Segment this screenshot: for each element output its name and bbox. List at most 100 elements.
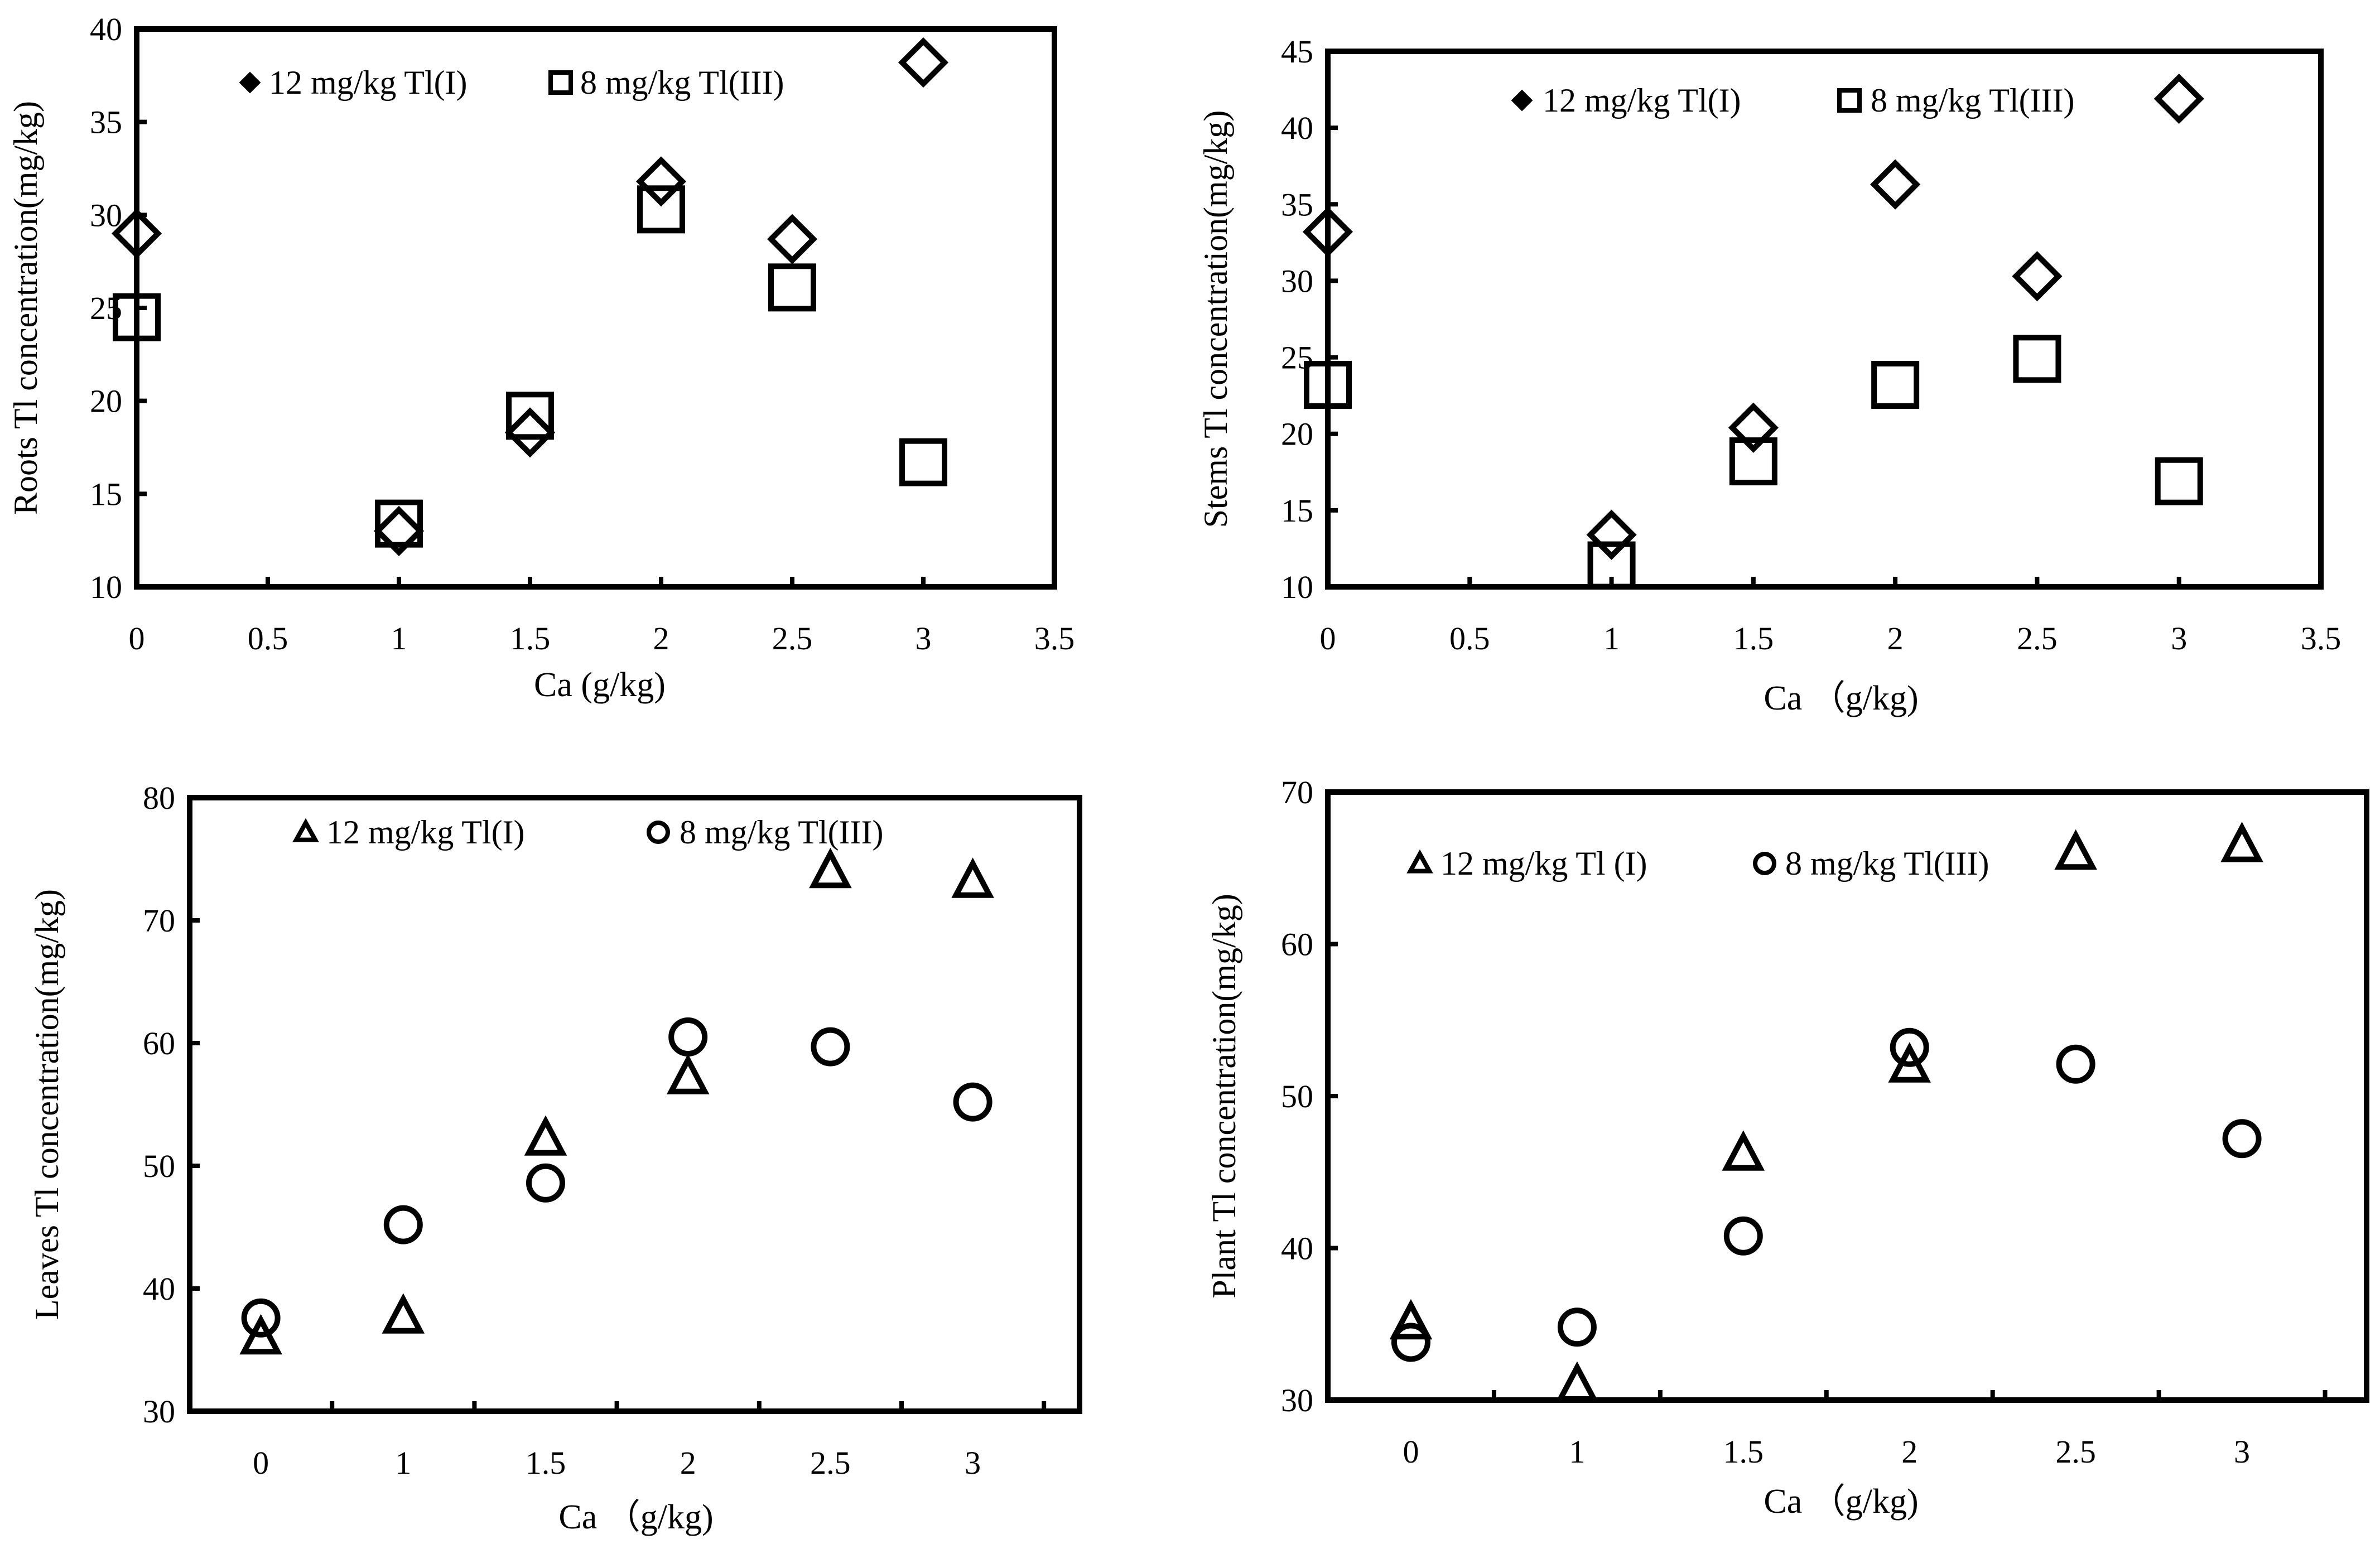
x-tick-label: 0 bbox=[129, 620, 145, 657]
data-point bbox=[1304, 360, 1352, 409]
data-point bbox=[504, 407, 556, 458]
series-1 bbox=[111, 37, 949, 557]
data-point bbox=[241, 1298, 281, 1338]
x-tick-label: 2 bbox=[1901, 1434, 1918, 1470]
data-point bbox=[811, 1027, 850, 1067]
legend-label: 12 mg/kg Tl(I) bbox=[1543, 82, 1741, 119]
y-tick-label: 20 bbox=[90, 383, 122, 419]
x-tick-label: 0.5 bbox=[1449, 620, 1490, 657]
y-tick-label: 30 bbox=[1281, 1382, 1313, 1418]
x-tick-label: 0 bbox=[253, 1445, 269, 1481]
x-tick-label: 2.5 bbox=[2055, 1434, 2096, 1470]
x-tick-label: 1.5 bbox=[1733, 620, 1774, 657]
data-point bbox=[637, 185, 685, 234]
data-point bbox=[1729, 437, 1777, 486]
y-tick-label: 15 bbox=[1281, 493, 1313, 529]
x-tick-label: 1 bbox=[1569, 1434, 1585, 1470]
series-2 bbox=[113, 185, 947, 548]
y-tick-label: 50 bbox=[143, 1148, 175, 1184]
y-tick-label: 30 bbox=[143, 1393, 175, 1430]
legend-marker bbox=[647, 821, 670, 844]
data-point bbox=[2153, 73, 2204, 124]
data-point bbox=[1587, 541, 1636, 590]
x-tick-label: 1.5 bbox=[510, 620, 551, 657]
data-point bbox=[809, 847, 852, 889]
y-tick-label: 70 bbox=[1281, 774, 1313, 810]
y-tick-label: 70 bbox=[143, 903, 175, 939]
x-tick-label: 2 bbox=[1887, 620, 1904, 657]
y-tick-label: 40 bbox=[143, 1271, 175, 1307]
legend-marker bbox=[1837, 88, 1862, 113]
data-point bbox=[373, 505, 425, 557]
y-axis-title: Roots Tl concentration(mg/kg) bbox=[7, 101, 44, 515]
y-tick-label: 60 bbox=[143, 1025, 175, 1062]
series-1 bbox=[1302, 73, 2204, 560]
x-tick-label: 3 bbox=[2234, 1434, 2250, 1470]
x-tick-label: 2 bbox=[680, 1445, 696, 1481]
legend-label: 12 mg/kg Tl(I) bbox=[326, 814, 525, 851]
legend-marker bbox=[239, 71, 261, 94]
data-point bbox=[1555, 1361, 1599, 1402]
x-tick-label: 3 bbox=[916, 620, 932, 657]
y-tick-label: 30 bbox=[90, 197, 122, 233]
y-tick-label: 35 bbox=[90, 104, 122, 141]
series-1 bbox=[239, 847, 994, 1355]
y-tick-label: 40 bbox=[1281, 1231, 1313, 1267]
x-tick-label: 1 bbox=[1603, 620, 1620, 657]
data-point bbox=[635, 156, 687, 207]
data-point bbox=[666, 1054, 710, 1094]
data-point bbox=[898, 37, 949, 88]
data-point bbox=[951, 857, 994, 898]
x-tick-label: 3 bbox=[965, 1445, 981, 1481]
y-tick-label: 20 bbox=[1281, 416, 1313, 452]
x-tick-label: 2.5 bbox=[2017, 620, 2058, 657]
x-tick-label: 2.5 bbox=[772, 620, 813, 657]
data-point bbox=[1302, 206, 1353, 257]
data-point bbox=[526, 1163, 565, 1203]
y-tick-label: 50 bbox=[1281, 1078, 1313, 1114]
legend-label: 8 mg/kg Tl(III) bbox=[680, 814, 883, 851]
data-point bbox=[1722, 1130, 1765, 1171]
x-tick-label: 0.5 bbox=[248, 620, 288, 657]
data-point bbox=[2012, 251, 2063, 302]
legend-marker bbox=[548, 70, 573, 95]
y-tick-label: 40 bbox=[90, 11, 122, 47]
chart-panel-4: 30 40 50 60 70 0 1 1.5 2 2.5 3 Ca （g/kg) Plant Tl co… bbox=[1206, 774, 2369, 1521]
y-tick-label: 30 bbox=[1281, 263, 1313, 299]
y-axis-title: Leaves Tl concentration(mg/kg) bbox=[28, 889, 65, 1320]
x-tick-label: 1 bbox=[395, 1445, 411, 1481]
y-tick-label: 15 bbox=[90, 476, 122, 512]
y-tick-label: 10 bbox=[1281, 569, 1313, 605]
y-tick-label: 80 bbox=[143, 780, 175, 816]
x-tick-label: 1 bbox=[391, 620, 407, 657]
legend-marker bbox=[1511, 89, 1533, 112]
x-axis-title: Ca （g/kg) bbox=[1764, 1483, 1918, 1521]
y-tick-label: 60 bbox=[1281, 927, 1313, 963]
data-point bbox=[2013, 335, 2061, 383]
data-point bbox=[899, 438, 947, 486]
data-point bbox=[767, 214, 818, 264]
x-tick-label: 0 bbox=[1320, 620, 1336, 657]
series-2 bbox=[1391, 1027, 2262, 1362]
x-tick-label: 3.5 bbox=[2301, 620, 2342, 657]
data-point bbox=[953, 1082, 993, 1122]
legend-label: 8 mg/kg Tl(III) bbox=[1785, 845, 1989, 882]
data-point bbox=[1723, 1216, 1763, 1256]
x-tick-label: 3.5 bbox=[1034, 620, 1075, 657]
legend-label: 12 mg/kg Tl (I) bbox=[1440, 845, 1647, 882]
data-point bbox=[2222, 1119, 2262, 1159]
data-point bbox=[668, 1017, 708, 1056]
legend-marker bbox=[1406, 849, 1433, 874]
x-tick-label: 1.5 bbox=[526, 1445, 566, 1481]
data-point bbox=[1389, 1299, 1433, 1340]
series-2 bbox=[1304, 335, 2203, 590]
x-tick-label: 2 bbox=[653, 620, 669, 657]
data-point bbox=[1728, 402, 1779, 453]
legend-label: 8 mg/kg Tl(III) bbox=[1871, 82, 2074, 119]
data-point bbox=[768, 263, 816, 312]
data-point bbox=[506, 392, 554, 440]
plot-frame bbox=[1325, 49, 2324, 590]
